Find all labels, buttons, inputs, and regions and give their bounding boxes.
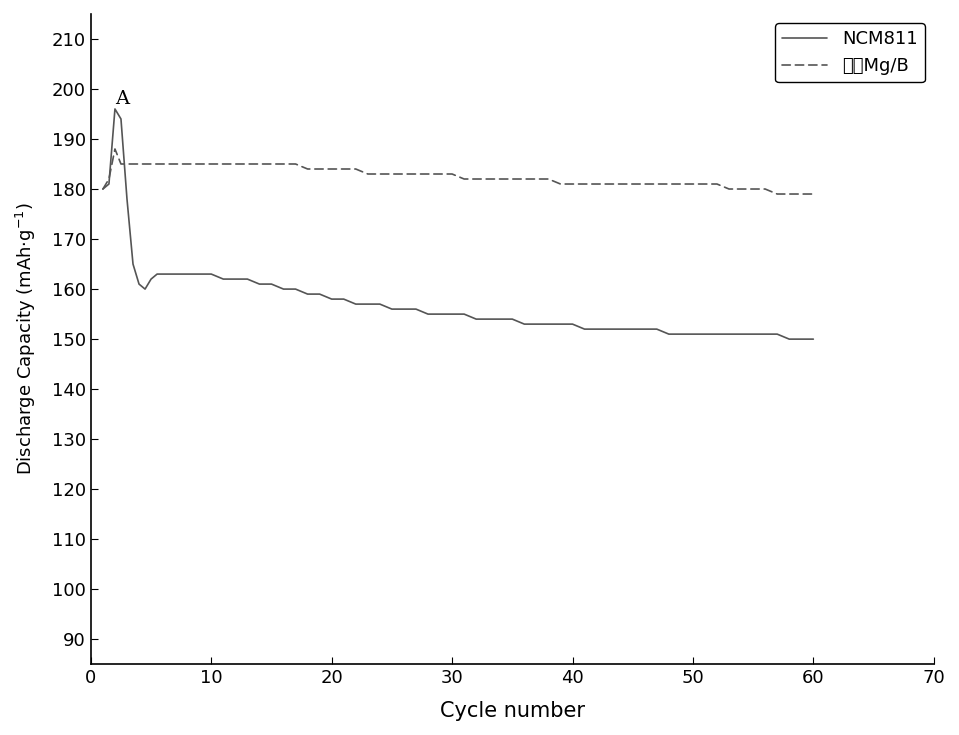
NCM811 xyxy=(807,334,819,343)
NCM811 xyxy=(278,284,290,293)
掺杂Mg/B xyxy=(97,184,108,193)
NCM811 xyxy=(771,330,783,339)
NCM811 xyxy=(712,330,723,339)
Line: NCM811: NCM811 xyxy=(103,109,813,339)
掺杂Mg/B xyxy=(302,165,314,173)
NCM811 xyxy=(446,309,457,318)
掺杂Mg/B xyxy=(278,159,290,168)
NCM811 xyxy=(97,184,108,193)
NCM811 xyxy=(229,275,241,284)
掺杂Mg/B xyxy=(771,190,783,198)
掺杂Mg/B xyxy=(109,145,121,154)
Text: A: A xyxy=(115,90,129,108)
Line: 掺杂Mg/B: 掺杂Mg/B xyxy=(103,149,813,194)
NCM811 xyxy=(784,334,795,343)
掺杂Mg/B xyxy=(796,190,807,198)
X-axis label: Cycle number: Cycle number xyxy=(440,701,585,721)
Y-axis label: Discharge Capacity (mAh$\cdot$g$^{-1}$): Discharge Capacity (mAh$\cdot$g$^{-1}$) xyxy=(13,203,38,476)
掺杂Mg/B xyxy=(422,170,433,179)
NCM811 xyxy=(109,104,121,113)
掺杂Mg/B xyxy=(807,190,819,198)
NCM811 xyxy=(374,300,386,309)
Legend: NCM811, 掺杂Mg/B: NCM811, 掺杂Mg/B xyxy=(775,23,924,82)
掺杂Mg/B xyxy=(591,179,602,188)
掺杂Mg/B xyxy=(446,170,457,179)
